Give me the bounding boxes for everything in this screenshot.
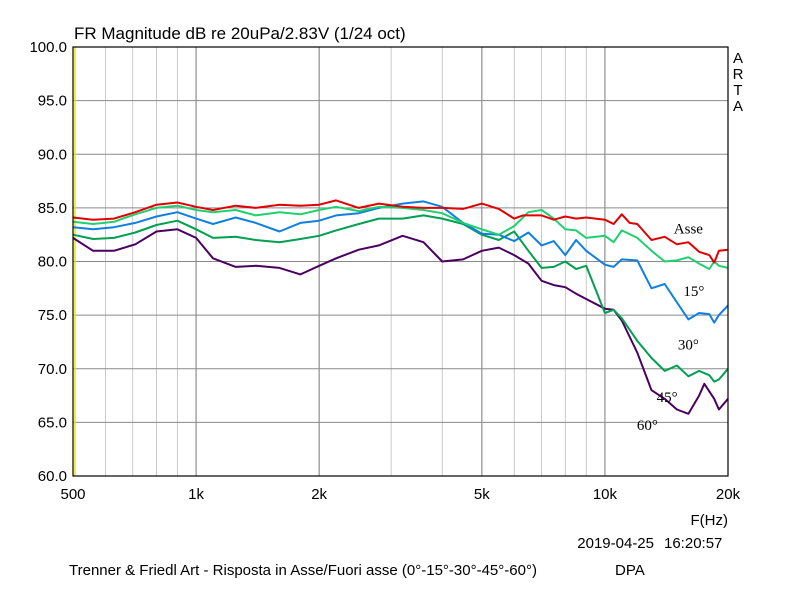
- series-label: 60°: [637, 418, 658, 434]
- series-label: 45°: [657, 390, 678, 406]
- y-tick-label: 95.0: [38, 93, 67, 110]
- y-tick-label: 85.0: [38, 200, 67, 217]
- x-axis: 500 1k 2k 5k 10k 20k: [60, 486, 740, 503]
- brand-letter: A: [733, 50, 743, 67]
- x-tick-label: 500: [60, 486, 85, 503]
- x-tick-label: 5k: [474, 486, 490, 503]
- y-tick-label: 65.0: [38, 414, 67, 431]
- y-tick-label: 60.0: [38, 468, 67, 485]
- grid-layer: [72, 46, 729, 477]
- series-layer: [72, 199, 729, 415]
- y-tick-label: 70.0: [38, 361, 67, 378]
- series-label: 15°: [683, 284, 704, 300]
- series-line: [72, 228, 729, 415]
- chart-caption: Trenner & Friedl Art - Risposta in Asse/…: [69, 562, 537, 579]
- series-label: Asse: [674, 222, 704, 238]
- x-tick-label: 2k: [311, 486, 327, 503]
- brand-letter: T: [733, 82, 742, 99]
- series-line: [72, 214, 729, 383]
- y-tick-label: 75.0: [38, 307, 67, 324]
- y-tick-label: 90.0: [38, 146, 67, 163]
- measurement-date: 2019-04-25: [577, 535, 654, 552]
- x-tick-label: 20k: [716, 486, 741, 503]
- y-axis: 60.0 65.0 70.0 75.0 80.0 85.0 90.0 95.0 100.0: [29, 39, 67, 485]
- series-line: [72, 204, 729, 270]
- x-tick-label: 10k: [593, 486, 618, 503]
- x-axis-label: F(Hz): [691, 512, 729, 529]
- brand-letter: R: [733, 66, 744, 83]
- plot-frame: [72, 46, 729, 477]
- caption-suffix: DPA: [615, 562, 645, 579]
- y-tick-label: 80.0: [38, 254, 67, 271]
- measurement-time: 16:20:57: [664, 535, 722, 552]
- y-tick-label: 100.0: [29, 39, 67, 56]
- chart-title: FR Magnitude dB re 20uPa/2.83V (1/24 oct…: [74, 24, 406, 43]
- series-line: [72, 200, 729, 324]
- x-tick-label: 1k: [188, 486, 204, 503]
- series-label: 30°: [678, 337, 699, 353]
- series-line: [72, 199, 729, 264]
- series-labels: Asse 15° 30° 45° 60°: [637, 222, 704, 434]
- brand-letter: A: [733, 98, 743, 115]
